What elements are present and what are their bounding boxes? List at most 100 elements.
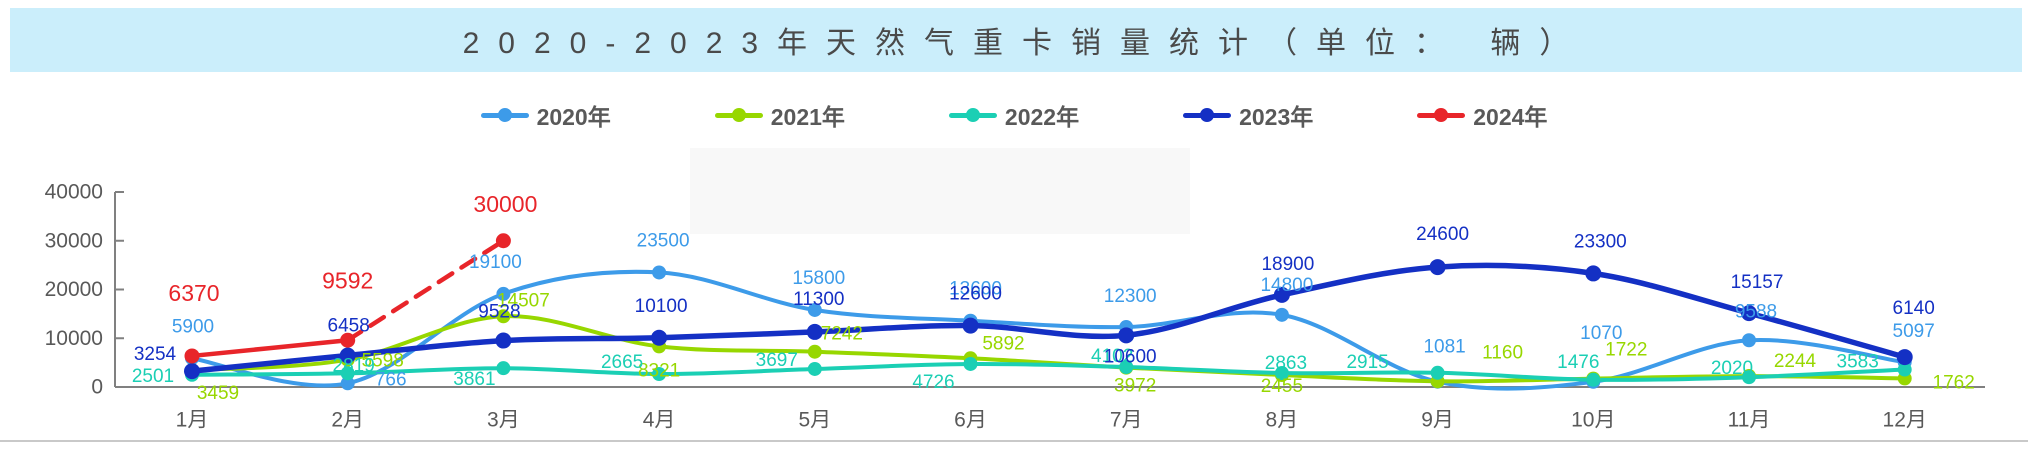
x-category-label: 6月 bbox=[954, 409, 987, 432]
value-label-2024年: 9592 bbox=[322, 267, 373, 293]
value-label-2022年: 2915 bbox=[1346, 352, 1388, 373]
value-label-2022年: 3583 bbox=[1837, 352, 1879, 373]
value-label-2020年: 23500 bbox=[637, 230, 690, 251]
data-point-2020年 bbox=[1274, 307, 1289, 322]
value-label-2022年: 4102 bbox=[1091, 346, 1133, 367]
data-point-2021年 bbox=[496, 309, 511, 324]
x-category-label: 5月 bbox=[798, 409, 831, 432]
data-point-2022年 bbox=[1430, 365, 1445, 380]
value-label-2021年: 5892 bbox=[982, 333, 1024, 354]
series-line-2022年 bbox=[190, 361, 1907, 382]
legend-item-2022[interactable]: 2022年 bbox=[948, 98, 1080, 132]
data-point-2021年 bbox=[807, 344, 822, 359]
data-point-2020年 bbox=[496, 286, 511, 301]
legend-marker-icon bbox=[1183, 108, 1232, 122]
value-label-2020年: 1070 bbox=[1580, 323, 1622, 344]
x-category-label: 4月 bbox=[643, 409, 676, 432]
data-point-2023年 bbox=[1118, 327, 1135, 344]
legend-label: 2023年 bbox=[1239, 104, 1314, 130]
data-point-2020年 bbox=[652, 265, 667, 280]
data-point-2020年 bbox=[1742, 333, 1756, 348]
value-label-2020年: 15800 bbox=[792, 268, 845, 289]
value-label-2020年: 19100 bbox=[469, 252, 522, 273]
y-tick-label: 10000 bbox=[45, 327, 103, 350]
data-point-2022年 bbox=[496, 361, 511, 376]
value-label-2022年: 3861 bbox=[453, 369, 495, 390]
legend-item-2023[interactable]: 2023年 bbox=[1183, 98, 1313, 132]
data-point-2022年 bbox=[963, 356, 978, 371]
value-label-2024年: 6370 bbox=[168, 280, 219, 306]
value-label-2022年: 4726 bbox=[912, 372, 954, 393]
x-category-label: 7月 bbox=[1110, 409, 1143, 432]
legend-label: 2021年 bbox=[770, 104, 845, 130]
value-label-2023年: 10600 bbox=[1104, 346, 1157, 367]
data-point-2022年 bbox=[652, 367, 667, 382]
legend-label: 2020年 bbox=[536, 104, 611, 130]
value-label-2020年: 1081 bbox=[1423, 337, 1465, 358]
value-label-2021年: 14507 bbox=[497, 290, 550, 311]
data-point-2022年 bbox=[807, 361, 822, 376]
data-point-2022年 bbox=[1742, 370, 1756, 385]
value-label-2021年: 1722 bbox=[1605, 340, 1647, 361]
value-label-2023年: 12600 bbox=[949, 284, 1002, 305]
data-point-2022年 bbox=[340, 366, 355, 381]
chart-legend: 2020年 2021年 2022年 2023年 2024年 bbox=[0, 98, 2028, 132]
watermark-cover bbox=[690, 148, 1190, 234]
value-label-2021年: 8321 bbox=[638, 360, 680, 381]
value-label-2021年: 5598 bbox=[362, 351, 404, 372]
legend-label: 2024年 bbox=[1473, 104, 1548, 130]
series-line-2024年 bbox=[189, 337, 350, 359]
value-label-2022年: 1476 bbox=[1557, 352, 1599, 373]
legend-marker-icon bbox=[1417, 108, 1466, 122]
data-point-2023年 bbox=[1429, 259, 1446, 276]
value-label-2021年: 2455 bbox=[1261, 376, 1303, 397]
value-label-2022年: 2665 bbox=[601, 352, 643, 373]
x-category-label: 9月 bbox=[1421, 409, 1454, 432]
data-point-2022年 bbox=[1586, 372, 1601, 387]
data-point-2023年 bbox=[1273, 286, 1290, 303]
data-point-2022年 bbox=[1897, 362, 1912, 377]
x-category-label: 12月 bbox=[1883, 409, 1927, 432]
series-line-2023年 bbox=[189, 262, 1908, 374]
value-label-2024年: 30000 bbox=[473, 191, 537, 217]
data-point-2023年 bbox=[651, 329, 668, 346]
value-label-2022年: 2501 bbox=[132, 366, 174, 387]
x-category-label: 2月 bbox=[331, 409, 364, 432]
data-point-2022年 bbox=[1274, 366, 1289, 381]
data-point-2024年 bbox=[495, 233, 511, 249]
data-point-2024年 bbox=[184, 348, 200, 364]
y-tick-label: 30000 bbox=[45, 229, 103, 252]
value-label-2023年: 24600 bbox=[1416, 224, 1469, 245]
y-tick-label: 0 bbox=[91, 376, 103, 399]
data-point-2023年 bbox=[339, 347, 356, 364]
x-category-label: 11月 bbox=[1728, 409, 1771, 432]
value-label-2020年: 9588 bbox=[1735, 301, 1777, 322]
page-title: 2020-2023年天然气重卡销量统计（单位： 辆） bbox=[462, 27, 1589, 60]
data-point-2023年 bbox=[495, 332, 512, 349]
value-label-2020年: 5097 bbox=[1893, 321, 1935, 342]
bottom-border bbox=[0, 440, 2028, 442]
x-category-label: 3月 bbox=[487, 409, 520, 432]
value-label-2022年: 2020 bbox=[1711, 358, 1753, 379]
data-point-2020年 bbox=[340, 376, 355, 391]
value-label-2021年: 3459 bbox=[197, 383, 239, 404]
value-label-2023年: 10100 bbox=[635, 296, 688, 317]
legend-item-2020[interactable]: 2020年 bbox=[480, 98, 611, 132]
x-category-label: 1月 bbox=[176, 409, 209, 432]
y-tick-label: 40000 bbox=[45, 181, 103, 204]
legend-item-2021[interactable]: 2021年 bbox=[714, 98, 845, 132]
legend-label: 2022年 bbox=[1004, 104, 1080, 130]
series-line-dashed-2024年 bbox=[345, 238, 506, 343]
value-label-2021年: 3972 bbox=[1114, 376, 1156, 397]
data-point-2023年 bbox=[1585, 265, 1602, 282]
y-tick-label: 20000 bbox=[45, 278, 103, 301]
value-label-2023年: 18900 bbox=[1261, 254, 1314, 275]
value-label-2023年: 23300 bbox=[1574, 231, 1627, 252]
value-label-2020年: 14800 bbox=[1260, 275, 1313, 296]
value-label-2023年: 9528 bbox=[478, 302, 520, 323]
legend-item-2024[interactable]: 2024年 bbox=[1417, 98, 1547, 132]
data-point-2024年 bbox=[340, 332, 356, 348]
data-point-2023年 bbox=[806, 323, 823, 340]
value-label-2021年: 1160 bbox=[1482, 342, 1523, 363]
